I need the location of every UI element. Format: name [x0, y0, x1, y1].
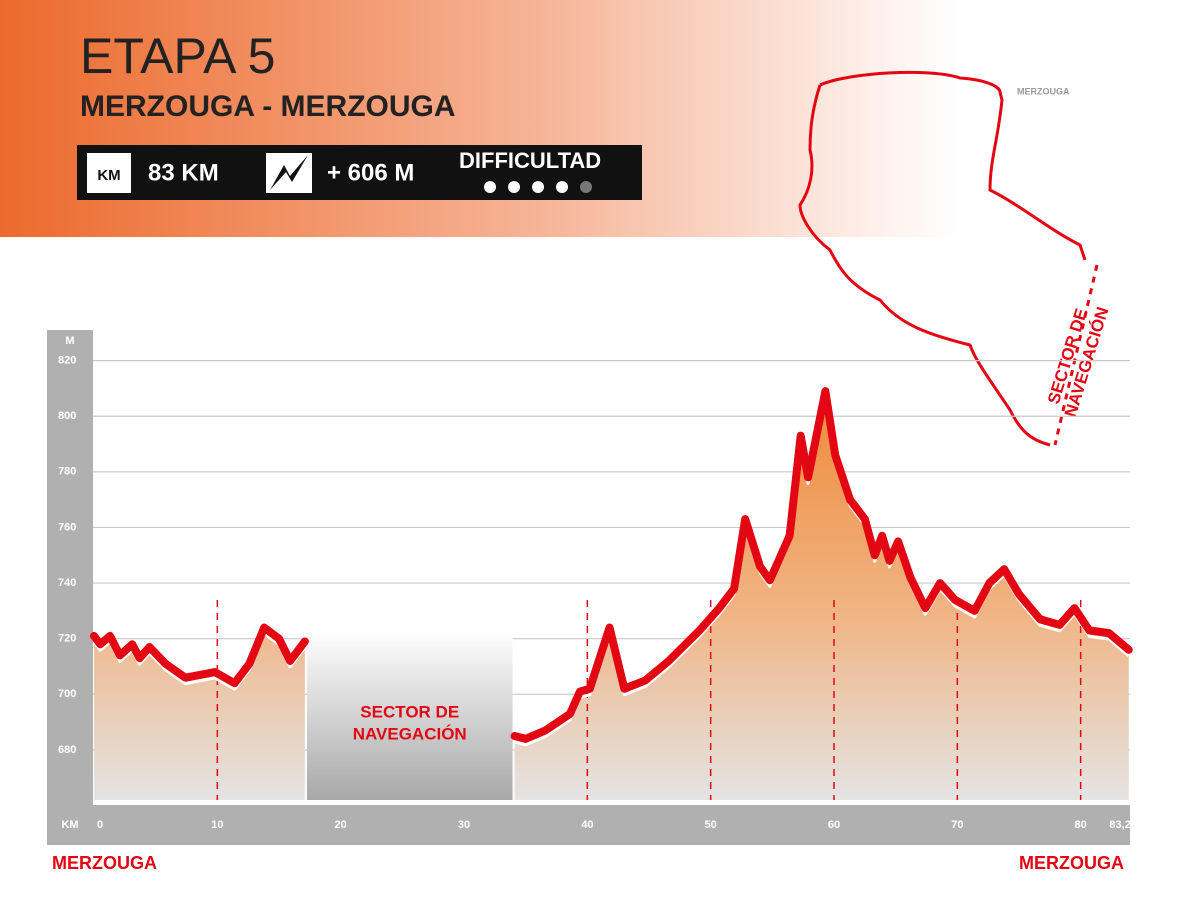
x-tick-label: 80: [1075, 819, 1087, 831]
y-tick-label: 780: [58, 466, 76, 478]
distance: 83 KM: [148, 159, 219, 186]
y-tick-label: 680: [58, 744, 76, 756]
elevation-gain: + 606 M: [327, 159, 414, 186]
y-tick-label: 740: [58, 577, 76, 589]
x-axis-strip: [47, 805, 1130, 845]
map-sector-label: SECTOR DE NAVEGACIÓN: [1044, 305, 1112, 420]
x-tick-label: 0: [97, 819, 103, 831]
end-label: MERZOUGA: [1019, 853, 1124, 873]
start-label: MERZOUGA: [52, 853, 157, 873]
stats-bar: [77, 145, 642, 200]
y-tick-label: 700: [58, 688, 76, 700]
y-axis-label: M: [65, 335, 74, 347]
y-tick-label: 760: [58, 521, 76, 533]
x-axis-label: KM: [61, 819, 78, 831]
difficulty-label: DIFFICULTAD: [459, 148, 601, 173]
difficulty-dot: [532, 181, 544, 193]
x-tick-label: 83,2: [1109, 819, 1130, 831]
gap-band: [306, 630, 513, 800]
x-tick-label: 50: [705, 819, 717, 831]
x-tick-label: 10: [211, 819, 223, 831]
title: ETAPA 5: [80, 28, 275, 84]
x-tick-label: 30: [458, 819, 470, 831]
y-axis-strip: [47, 330, 93, 845]
x-tick-label: 70: [951, 819, 963, 831]
y-tick-label: 720: [58, 633, 76, 645]
subtitle: MERZOUGA - MERZOUGA: [80, 90, 456, 123]
km-icon: [87, 153, 131, 193]
map-place: MERZOUGA: [1017, 86, 1070, 96]
km-icon-text: KM: [97, 167, 120, 184]
difficulty-dot: [556, 181, 568, 193]
elevation-area: [94, 391, 1129, 800]
difficulty-dots: [484, 181, 592, 193]
x-tick-label: 20: [335, 819, 347, 831]
difficulty-dot: [484, 181, 496, 193]
y-tick-label: 820: [58, 354, 76, 366]
difficulty-dot: [580, 181, 592, 193]
gap-label: SECTOR DE: [360, 702, 459, 721]
map-route: [798, 70, 1087, 447]
y-tick-label: 800: [58, 410, 76, 422]
elevation-line: [90, 387, 1133, 743]
difficulty-dot: [508, 181, 520, 193]
gap-label: NAVEGACIÓN: [353, 724, 467, 743]
plot: 680 700 720 740 760 780 800 820 0 10 20 30 40 50 60 70 8…: [58, 354, 1133, 831]
x-tick-label: 40: [581, 819, 593, 831]
x-tick-label: 60: [828, 819, 840, 831]
